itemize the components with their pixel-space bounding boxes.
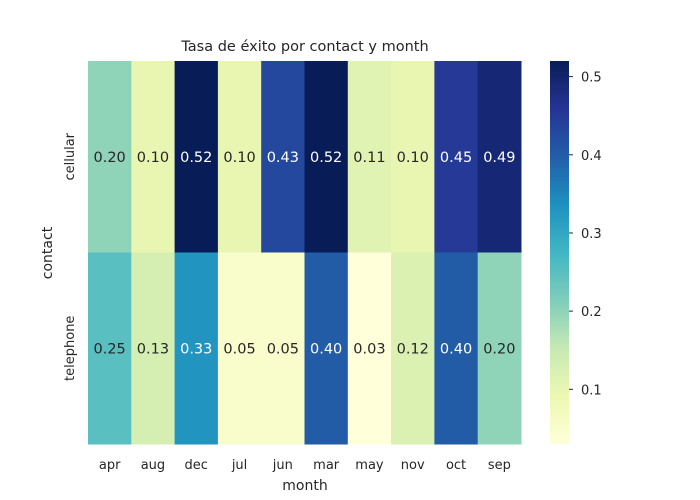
x-tick-labels: apr aug dec jul jun mar may nov oct sep	[99, 458, 511, 473]
x-tick-label: sep	[488, 458, 511, 473]
heatmap-cell-cellular-jul	[217, 61, 262, 253]
cell-value-label: 0.10	[137, 150, 169, 166]
x-tick-label: may	[355, 458, 384, 473]
cell-value-label: 0.45	[440, 150, 472, 166]
heatmap-cell-cellular-dec	[174, 61, 219, 253]
cell-value-label: 0.43	[267, 150, 299, 166]
heatmap-cell-cellular-jun	[261, 61, 305, 253]
cell-value-label: 0.52	[310, 150, 342, 166]
cell-value-label: 0.10	[397, 150, 429, 166]
y-axis-label: contact	[40, 226, 56, 279]
heatmap-cells	[88, 61, 522, 445]
x-tick-label: apr	[99, 458, 121, 473]
colorbar	[550, 61, 569, 444]
heatmap-cell-cellular-may	[347, 61, 392, 253]
heatmap-cell-telephone-nov	[391, 252, 435, 445]
colorbar-tick-label: 0.3	[581, 227, 602, 242]
cell-value-labels: 0.20 0.10 0.52 0.10 0.43 0.52 0.11 0.10 0.45 0.49…	[94, 150, 516, 358]
heatmap-cell-telephone-aug	[131, 252, 176, 445]
heatmap-cell-telephone-jun	[261, 252, 305, 445]
cell-value-label: 0.12	[397, 341, 429, 357]
y-tick-label: telephone	[63, 316, 78, 381]
cell-value-label: 0.05	[267, 341, 299, 357]
heatmap-cell-cellular-nov	[391, 61, 435, 253]
cell-value-label: 0.33	[180, 341, 212, 357]
heatmap-cell-cellular-sep	[477, 61, 522, 253]
x-tick-label: mar	[313, 458, 340, 473]
heatmap-cell-cellular-apr	[88, 61, 132, 253]
colorbar-tick-label: 0.5	[581, 71, 602, 86]
heatmap-cell-telephone-oct	[434, 252, 479, 445]
heatmap-cell-cellular-mar	[304, 61, 349, 253]
cell-value-label: 0.40	[440, 341, 472, 357]
colorbar-tick-label: 0.2	[581, 305, 602, 320]
x-tick-label: jun	[272, 458, 293, 473]
heatmap-cell-cellular-oct	[434, 61, 479, 253]
cell-value-label: 0.20	[483, 341, 515, 357]
heatmap-cell-telephone-jul	[217, 252, 262, 445]
heatmap-cell-telephone-mar	[304, 252, 349, 445]
cell-value-label: 0.52	[180, 150, 212, 166]
x-tick-label: jul	[231, 458, 247, 473]
y-tick-label: cellular	[63, 132, 78, 180]
cell-value-label: 0.20	[94, 150, 126, 166]
cell-value-label: 0.10	[223, 150, 255, 166]
cell-value-label: 0.05	[223, 341, 255, 357]
cell-value-label: 0.13	[137, 341, 169, 357]
x-tick-label: aug	[141, 458, 165, 473]
cell-value-label: 0.25	[94, 341, 126, 357]
cell-value-label: 0.03	[353, 341, 385, 357]
cell-value-label: 0.49	[483, 150, 515, 166]
x-tick-label: dec	[185, 458, 208, 473]
colorbar-ticks: 0.1 0.2 0.3 0.4 0.5	[569, 71, 602, 398]
chart-title: Tasa de éxito por contact y month	[180, 39, 428, 55]
cell-value-label: 0.11	[353, 150, 385, 166]
heatmap-cell-cellular-aug	[131, 61, 176, 253]
heatmap-cell-telephone-apr	[88, 252, 132, 445]
colorbar-tick-label: 0.1	[581, 383, 602, 398]
cell-value-label: 0.40	[310, 341, 342, 357]
heatmap-cell-telephone-may	[347, 252, 392, 445]
x-axis-label: month	[282, 478, 327, 494]
heatmap-cell-telephone-sep	[477, 252, 522, 445]
heatmap-cell-telephone-dec	[174, 252, 219, 445]
x-tick-label: nov	[401, 458, 425, 473]
colorbar-tick-label: 0.4	[581, 149, 602, 164]
y-tick-labels: cellular telephone	[63, 132, 78, 381]
x-tick-label: oct	[446, 458, 466, 473]
